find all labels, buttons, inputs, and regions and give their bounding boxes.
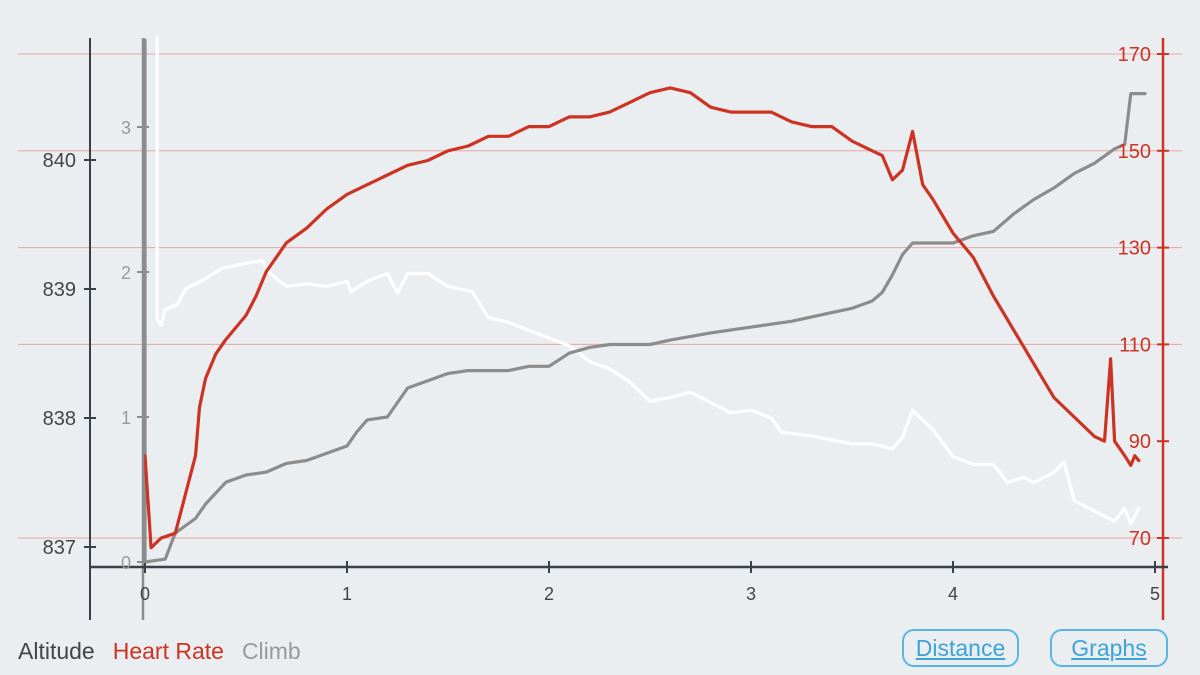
series-layer	[143, 35, 1147, 564]
legend-climb: Climb	[241, 638, 301, 664]
graphs-button[interactable]: Graphs	[1050, 629, 1168, 667]
x-tick-label-0: 0	[140, 584, 150, 604]
series-line-heart-rate	[143, 86, 1141, 550]
hr-tick-label-130: 130	[1118, 238, 1151, 260]
hr-tick-label-110: 110	[1119, 334, 1151, 356]
series-line-altitude	[155, 35, 1141, 526]
altitude-tick-label-840: 840	[43, 150, 76, 172]
legend-altitude: Altitude	[18, 638, 95, 664]
x-tick-label-2: 2	[544, 584, 554, 604]
altitude-tick-label-839: 839	[43, 279, 76, 301]
climb-tick-label-0: 0	[121, 553, 131, 573]
x-tick-label-3: 3	[746, 584, 756, 604]
hr-tick-label-90: 90	[1129, 431, 1151, 453]
altitude-tick-label-838: 838	[43, 408, 76, 430]
climb-tick-label-2: 2	[121, 263, 131, 283]
hr-tick-label-70: 70	[1129, 528, 1151, 550]
series-line-climb	[143, 38, 1147, 564]
legend-heart-rate: Heart Rate	[112, 638, 224, 664]
altitude-tick-label-837: 837	[43, 537, 76, 559]
gridlines	[18, 53, 1182, 539]
axes	[89, 38, 1168, 620]
distance-button[interactable]: Distance	[902, 629, 1019, 667]
climb-tick-label-3: 3	[121, 118, 131, 138]
legend: Altitude Heart Rate Climb	[18, 638, 301, 665]
x-tick-label-5: 5	[1150, 584, 1160, 604]
hr-tick-label-170: 170	[1118, 44, 1151, 66]
tick-layer: 0 1 2 3 4 5 837 838 839 840 0 1 2 3 70 90 110 130 150 170	[43, 44, 1169, 604]
x-tick-label-4: 4	[948, 584, 958, 604]
line-chart: 0 1 2 3 4 5 837 838 839 840 0 1 2 3 70 90 110 130 150 170	[18, 35, 1182, 620]
climb-tick-label-1: 1	[121, 408, 131, 428]
x-tick-label-1: 1	[342, 584, 352, 604]
hr-tick-label-150: 150	[1118, 141, 1151, 163]
